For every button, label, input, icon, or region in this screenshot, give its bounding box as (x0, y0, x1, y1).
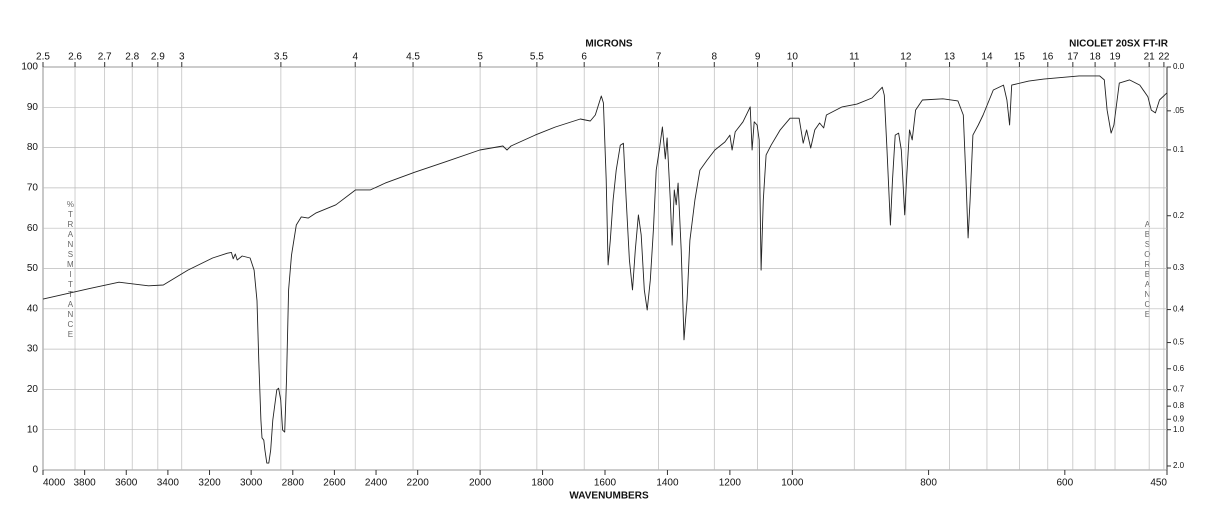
x2-tick-label: 2.5 (36, 52, 50, 63)
x-tick-label: 1200 (719, 478, 742, 489)
y-tick-label: 90 (27, 102, 39, 113)
y-tick-label: 60 (27, 223, 39, 234)
y2-tick-label: 0.2 (1173, 211, 1185, 220)
y2-tick-label: .05 (1173, 106, 1185, 115)
y-tick-label: 20 (27, 384, 39, 395)
x2-tick-label: 2.8 (125, 52, 139, 63)
x-tick-label: 600 (1056, 478, 1073, 489)
y2-tick-label: 1.0 (1173, 425, 1185, 434)
y2-tick-label: 0.8 (1173, 401, 1185, 410)
y2-tick-label: 0.9 (1173, 414, 1185, 423)
x2-tick-label: 3.5 (274, 52, 288, 63)
y2-tick-label: 0.7 (1173, 385, 1185, 394)
y2-tick-label: 0.3 (1173, 263, 1185, 272)
x-tick-label: 450 (1150, 478, 1167, 489)
x2-tick-label: 14 (981, 52, 993, 63)
x-tick-label: 1600 (594, 478, 617, 489)
x2-tick-label: 12 (900, 52, 912, 63)
x-tick-label: 2800 (282, 478, 305, 489)
x2-tick-label: 2.6 (68, 52, 82, 63)
x2-axis-title: MICRONS (585, 39, 633, 50)
y-tick-label: 70 (27, 183, 39, 194)
x-tick-label: 2200 (407, 478, 430, 489)
x2-tick-label: 18 (1090, 52, 1102, 63)
x-tick-label: 3600 (115, 478, 138, 489)
y-tick-label: 80 (27, 142, 39, 153)
y2-tick-label: 0.5 (1173, 338, 1185, 347)
x-axis-title: WAVENUMBERS (569, 491, 649, 502)
x2-tick-label: 22 (1158, 52, 1170, 63)
spectrum-line (42, 75, 1168, 464)
chart-title: NICOLET 20SX FT-IR (1069, 39, 1169, 50)
y2-tick-label: 0.6 (1173, 364, 1185, 373)
y-tick-label: 30 (27, 344, 39, 355)
x2-tick-label: 6 (581, 52, 587, 63)
x2-tick-label: 5.5 (530, 52, 544, 63)
x-tick-label: 3400 (157, 478, 180, 489)
x-tick-label: 1800 (531, 478, 554, 489)
x-tick-label: 2000 (469, 478, 492, 489)
x-tick-label: 1400 (656, 478, 679, 489)
y2-tick-label: 0.0 (1173, 62, 1185, 71)
x2-tick-label: 16 (1042, 52, 1054, 63)
x2-tick-label: 2.9 (151, 52, 165, 63)
y-tick-label: 50 (27, 263, 39, 274)
x-tick-label: 800 (920, 478, 937, 489)
y2-tick-label: 0.1 (1173, 145, 1185, 154)
x2-tick-label: 9 (755, 52, 761, 63)
x2-tick-label: 4 (352, 52, 358, 63)
x2-tick-label: 17 (1067, 52, 1079, 63)
x2-tick-label: 21 (1144, 52, 1156, 63)
y2-tick-label: 0.4 (1173, 305, 1185, 314)
x-tick-label: 3200 (198, 478, 221, 489)
y-tick-label: 0 (32, 465, 38, 476)
y2-axis-title: ABSORBANCE (1143, 220, 1152, 320)
x-tick-label: 3000 (240, 478, 263, 489)
y2-tick-label: 2.0 (1173, 461, 1185, 470)
y-axis-title: %TRANSMITTANCE (66, 200, 75, 340)
x2-tick-label: 5 (477, 52, 483, 63)
x2-tick-label: 19 (1109, 52, 1121, 63)
x-tick-label: 3800 (74, 478, 97, 489)
x2-tick-label: 7 (656, 52, 662, 63)
x-tick-label: 1000 (781, 478, 804, 489)
x2-tick-label: 2.7 (98, 52, 112, 63)
y-tick-label: 100 (21, 62, 38, 73)
x2-tick-label: 11 (849, 52, 860, 63)
y-tick-label: 10 (27, 424, 39, 435)
x2-tick-label: 4.5 (406, 52, 420, 63)
x2-tick-label: 3 (179, 52, 185, 63)
x-tick-label: 2600 (323, 478, 346, 489)
y-tick-label: 40 (27, 303, 39, 314)
x-tick-label: 2400 (365, 478, 388, 489)
x2-tick-label: 10 (787, 52, 799, 63)
x2-tick-label: 15 (1014, 52, 1026, 63)
x2-tick-label: 8 (711, 52, 717, 63)
x2-tick-label: 13 (944, 52, 956, 63)
x-tick-label: 4000 (43, 478, 66, 489)
